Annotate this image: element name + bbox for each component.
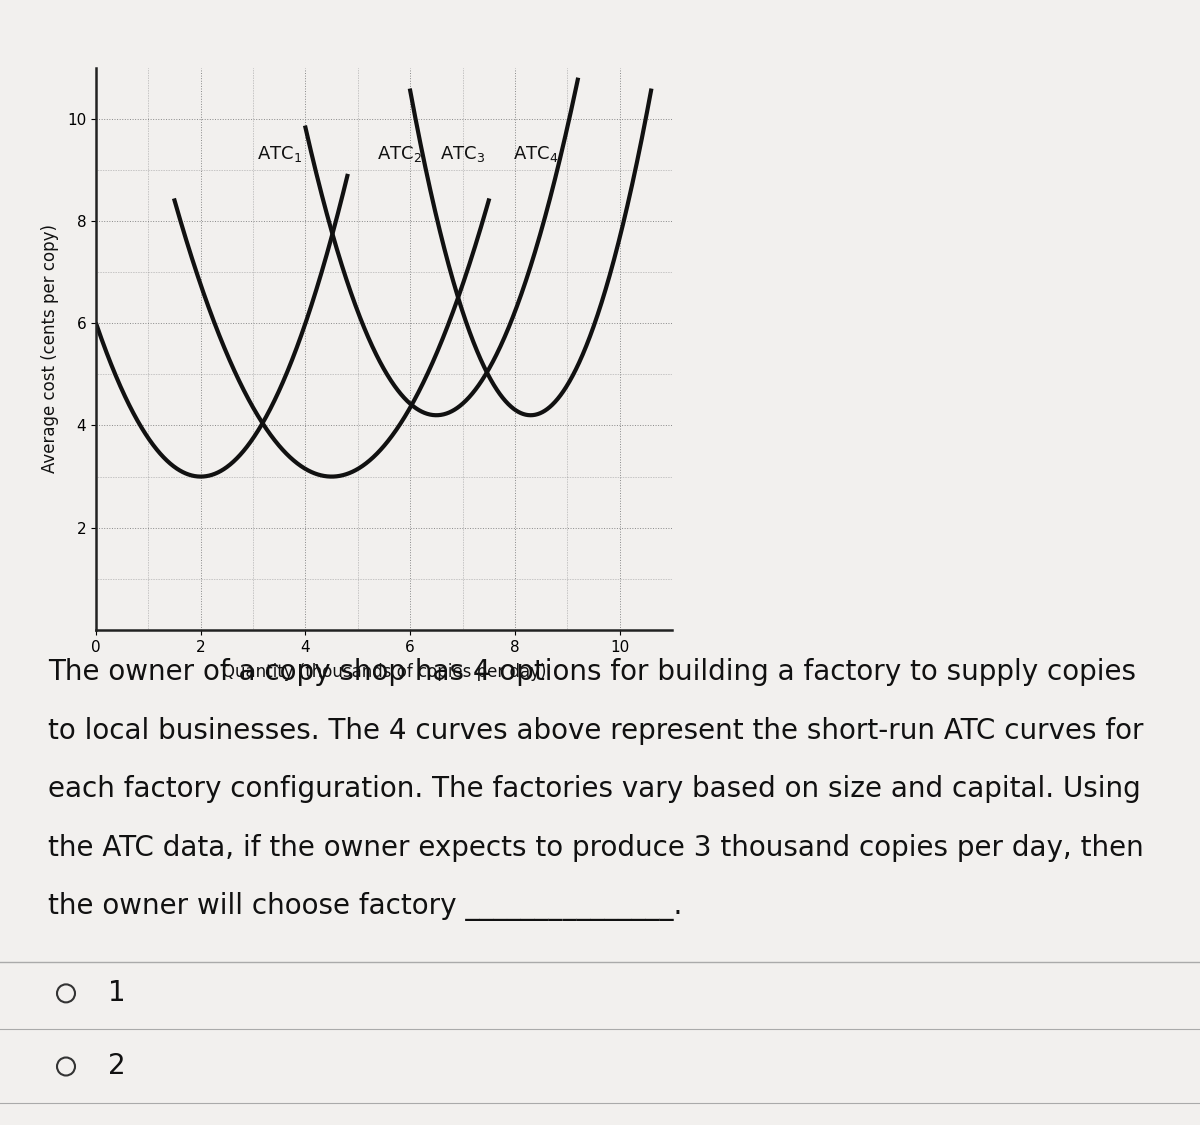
Text: the owner will choose factory _______________.: the owner will choose factory __________… [48,892,683,921]
Text: to local businesses. The 4 curves above represent the short-run ATC curves for: to local businesses. The 4 curves above … [48,717,1144,745]
Y-axis label: Average cost (cents per copy): Average cost (cents per copy) [41,224,59,474]
Text: each factory configuration. The factories vary based on size and capital. Using: each factory configuration. The factorie… [48,775,1141,803]
Text: ATC$_1$: ATC$_1$ [257,144,301,164]
Text: ATC$_4$: ATC$_4$ [514,144,558,164]
Text: the ATC data, if the owner expects to produce 3 thousand copies per day, then: the ATC data, if the owner expects to pr… [48,834,1144,862]
Text: 1: 1 [108,980,126,1007]
Text: ATC$_2$: ATC$_2$ [377,144,422,164]
Text: ATC$_3$: ATC$_3$ [440,144,485,164]
X-axis label: Quantity (thousands of copies per day): Quantity (thousands of copies per day) [222,663,546,681]
Text: 2: 2 [108,1053,126,1080]
Text: The owner of a copy shop has 4 options for building a factory to supply copies: The owner of a copy shop has 4 options f… [48,658,1136,686]
